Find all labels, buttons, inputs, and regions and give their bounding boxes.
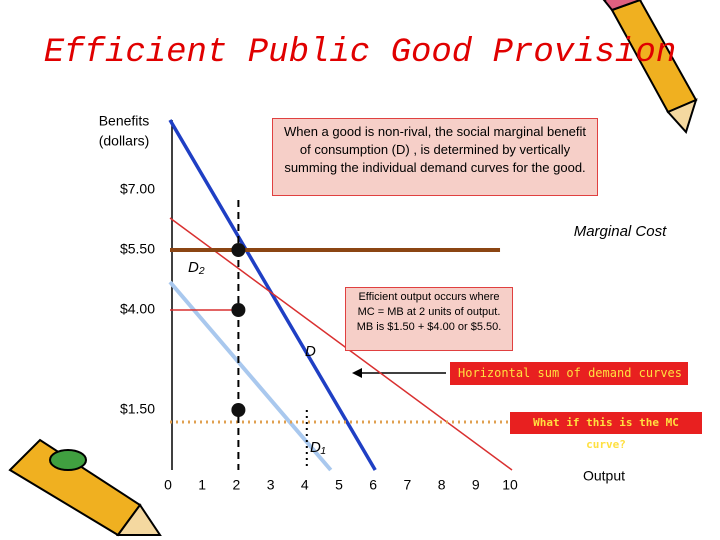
x-axis-label: Output bbox=[583, 468, 625, 484]
annotation: When a good is non-rival, the social mar… bbox=[272, 118, 598, 196]
chart-title: Efficient Public Good Provision bbox=[44, 34, 677, 72]
annotation: Efficient output occurs where MC = MB at… bbox=[345, 287, 513, 351]
x-tick-label: 9 bbox=[472, 477, 480, 493]
x-tick-label: 5 bbox=[335, 477, 343, 493]
series-label: D bbox=[305, 343, 316, 360]
annotation: What if this is the MC curve? bbox=[510, 412, 702, 451]
series-label: D₁ bbox=[310, 439, 326, 456]
series-line bbox=[169, 217, 513, 471]
series-line bbox=[168, 280, 333, 472]
y-axis-label: (dollars) bbox=[99, 133, 150, 149]
pencil-top bbox=[602, 0, 698, 134]
pencil-bottom bbox=[8, 438, 162, 537]
point bbox=[231, 403, 246, 417]
x-tick-label: 3 bbox=[267, 477, 275, 493]
y-axis-label: Benefits bbox=[99, 113, 150, 129]
arrow-head bbox=[352, 368, 362, 378]
x-tick-label: 8 bbox=[438, 477, 446, 493]
x-tick-label: 7 bbox=[404, 477, 412, 493]
x-tick-label: 2 bbox=[233, 477, 241, 493]
y-tick-label: $5.50 bbox=[120, 241, 155, 257]
series-label: Marginal Cost bbox=[574, 223, 667, 240]
series-line bbox=[168, 119, 377, 471]
y-tick-label: $7.00 bbox=[120, 181, 155, 197]
x-tick-label: 4 bbox=[301, 477, 309, 493]
x-tick-label: 6 bbox=[369, 477, 377, 493]
y-tick-label: $1.50 bbox=[120, 401, 155, 417]
x-tick-label: 10 bbox=[502, 477, 518, 493]
series-label: D₂ bbox=[188, 259, 205, 276]
x-tick-label: 1 bbox=[198, 477, 206, 493]
point bbox=[231, 303, 246, 317]
point bbox=[231, 243, 246, 257]
x-tick-label: 0 bbox=[164, 477, 172, 493]
y-tick-label: $4.00 bbox=[120, 301, 155, 317]
annotation: Horizontal sum of demand curves bbox=[450, 362, 688, 385]
